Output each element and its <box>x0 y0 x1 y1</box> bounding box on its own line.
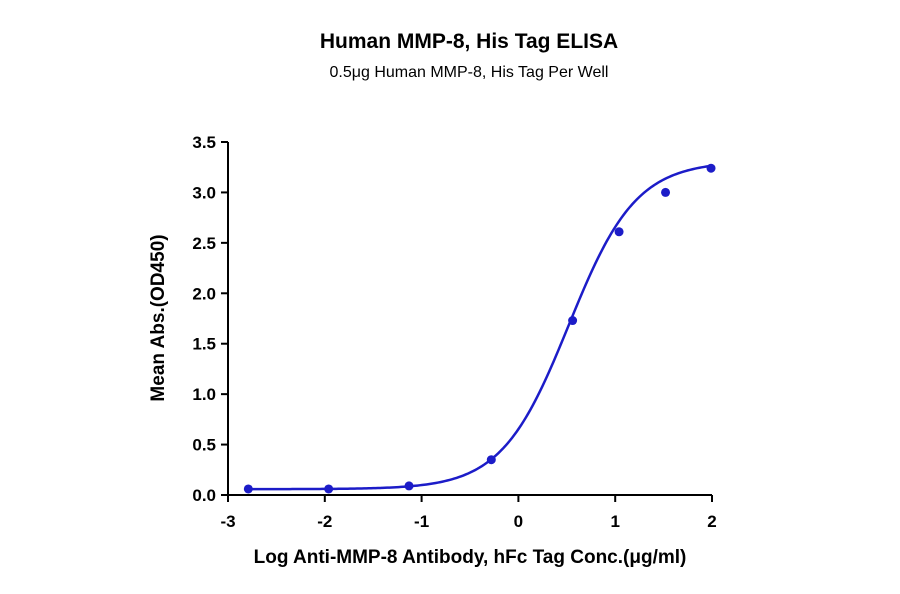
y-tick-label: 3.0 <box>192 183 216 202</box>
data-point <box>568 316 578 326</box>
x-tick-label: -1 <box>414 512 429 531</box>
y-tick-label: 2.5 <box>192 234 216 253</box>
data-point <box>404 481 414 491</box>
data-point <box>661 187 671 197</box>
x-tick-label: -3 <box>220 512 235 531</box>
data-point <box>243 484 253 494</box>
x-axis-ticks: -3 -2 -1 0 1 2 <box>220 495 717 531</box>
y-tick-label: 2.0 <box>192 284 216 303</box>
fit-curve <box>248 164 712 491</box>
x-tick-label: 0 <box>514 512 523 531</box>
data-point <box>706 163 716 173</box>
data-point <box>486 455 496 465</box>
y-axis-label: Mean Abs.(OD450) <box>148 234 169 401</box>
x-tick-label: -2 <box>317 512 332 531</box>
data-point <box>614 227 624 237</box>
chart-title: Human MMP-8, His Tag ELISA <box>320 30 618 53</box>
axes <box>227 142 712 496</box>
y-tick-label: 1.0 <box>192 385 216 404</box>
data-points <box>243 163 716 494</box>
data-point <box>324 484 334 494</box>
y-tick-label: 0.5 <box>192 436 216 455</box>
y-axis-ticks: 0.0 0.5 1.0 1.5 2.0 2.5 3.0 3.5 <box>192 133 228 505</box>
chart-subtitle: 0.5μg Human MMP-8, His Tag Per Well <box>330 64 609 81</box>
x-axis-label: Log Anti-MMP-8 Antibody, hFc Tag Conc.(μ… <box>254 547 687 568</box>
x-tick-label: 2 <box>707 512 716 531</box>
y-tick-label: 1.5 <box>192 335 216 354</box>
y-tick-label: 3.5 <box>192 133 216 152</box>
y-tick-label: 0.0 <box>192 486 216 505</box>
x-tick-label: 1 <box>610 512 619 531</box>
